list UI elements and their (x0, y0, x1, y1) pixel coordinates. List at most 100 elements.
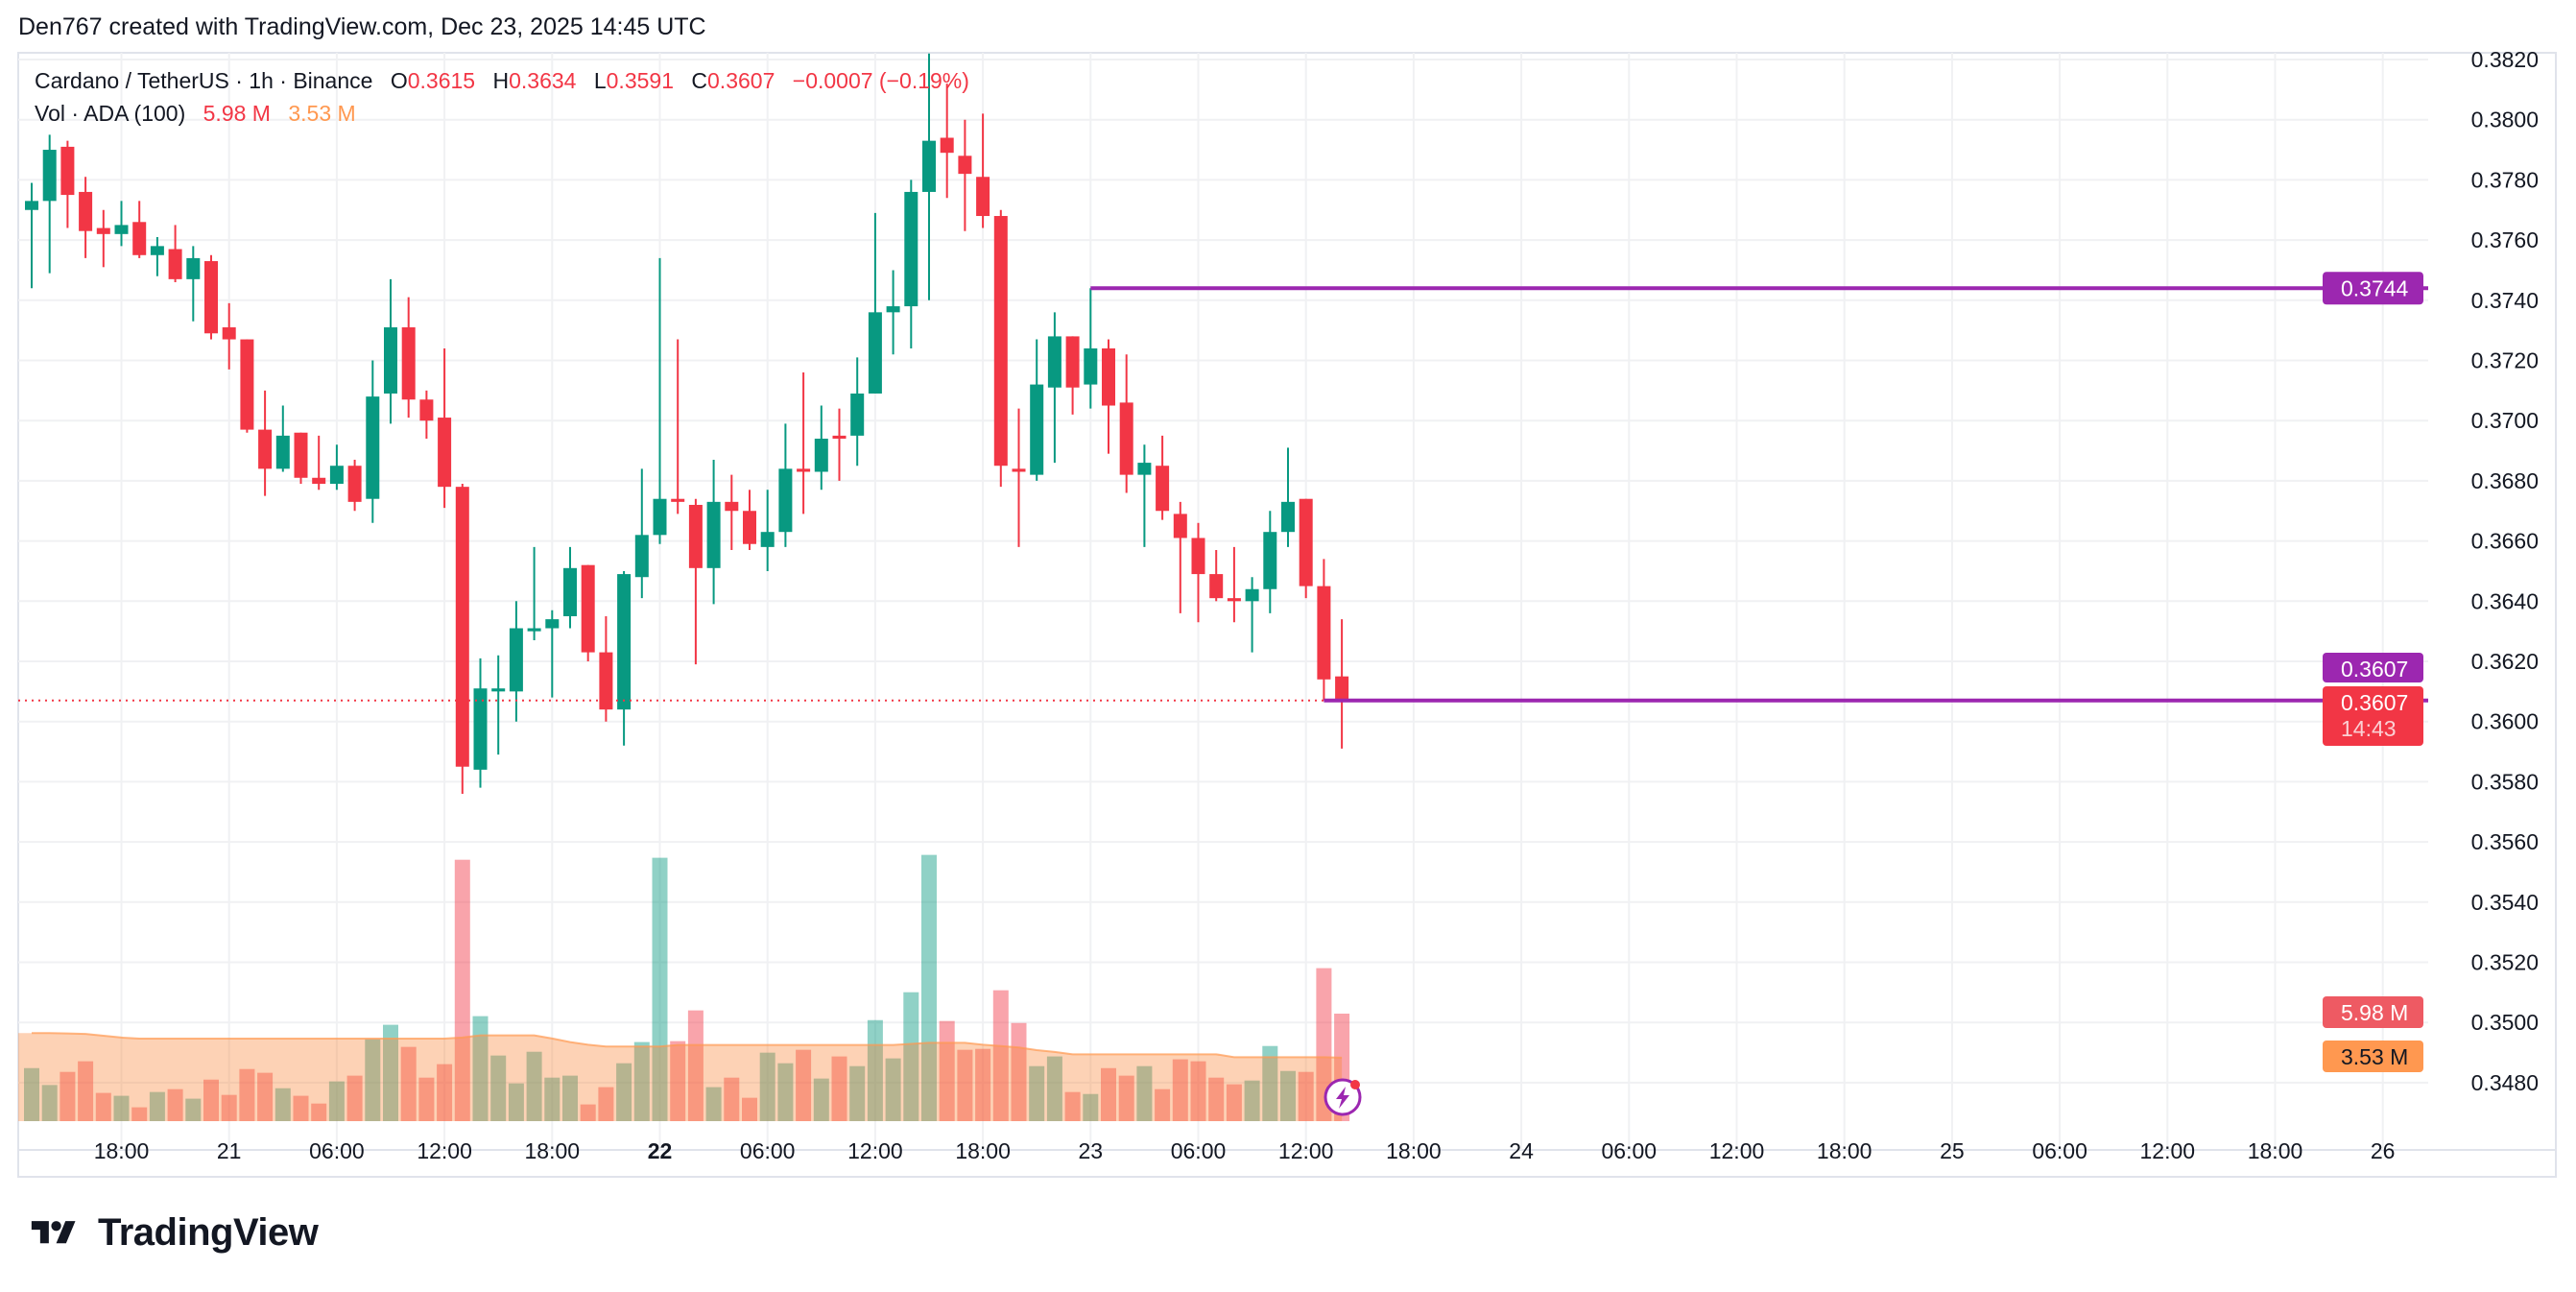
candle[interactable] (419, 390, 434, 440)
volume-bar (742, 1097, 757, 1121)
candle[interactable] (832, 408, 847, 481)
candle[interactable] (527, 546, 541, 641)
candle[interactable] (491, 655, 506, 755)
price-axis[interactable] (2428, 53, 2556, 1177)
candle[interactable] (1084, 288, 1098, 409)
candle[interactable] (1263, 511, 1277, 613)
candle[interactable] (653, 257, 667, 544)
candle-body (814, 439, 828, 472)
candle[interactable] (850, 357, 865, 467)
candle[interactable] (725, 474, 739, 551)
candle[interactable] (1102, 339, 1115, 454)
candle[interactable] (275, 405, 290, 472)
candle[interactable] (96, 209, 110, 268)
candle[interactable] (563, 546, 577, 629)
price-axis-label: 0.3700 (2471, 408, 2539, 433)
candle[interactable] (258, 390, 273, 496)
candle[interactable] (25, 182, 38, 289)
candle[interactable] (797, 372, 811, 514)
time-axis[interactable] (18, 1150, 2428, 1177)
volume-bar (149, 1091, 165, 1121)
symbol-legend[interactable]: Cardano / TetherUS · 1h · Binance O0.361… (35, 68, 969, 94)
candle[interactable] (42, 134, 57, 274)
candle[interactable] (347, 459, 362, 512)
candle[interactable] (1317, 559, 1331, 701)
candle[interactable] (79, 177, 93, 258)
candle[interactable] (240, 339, 254, 433)
candle[interactable] (599, 615, 613, 722)
candle[interactable] (1299, 498, 1313, 599)
symbol-title[interactable]: Cardano / TetherUS · 1h · Binance (35, 68, 373, 93)
open-label: O (390, 68, 408, 93)
candle[interactable] (993, 209, 1008, 488)
candle[interactable] (976, 113, 990, 228)
candle[interactable] (438, 347, 452, 509)
candle[interactable] (366, 360, 380, 523)
candle[interactable] (150, 236, 164, 276)
candles (25, 53, 1349, 794)
candle[interactable] (384, 278, 397, 424)
candle[interactable] (114, 201, 129, 247)
candle[interactable] (204, 254, 218, 340)
candle[interactable] (1245, 577, 1259, 653)
candle[interactable] (1156, 435, 1170, 520)
candle[interactable] (509, 601, 523, 722)
axes: 0.3820 0.3800 0.3780 0.3760 0.3740 0.3720 0.37… (18, 47, 2556, 1177)
candle[interactable] (581, 564, 595, 661)
candle[interactable] (1335, 619, 1349, 749)
candle[interactable] (886, 270, 900, 355)
candle[interactable] (706, 459, 721, 605)
candle[interactable] (814, 405, 828, 490)
candle[interactable] (958, 119, 972, 231)
candle-body (222, 327, 236, 340)
volume-bar (633, 1041, 650, 1121)
candle[interactable] (922, 53, 936, 300)
candle[interactable] (168, 225, 182, 282)
candle[interactable] (1137, 444, 1152, 547)
candle[interactable] (904, 179, 918, 348)
candle[interactable] (1119, 354, 1133, 493)
candle[interactable] (401, 297, 416, 419)
candle[interactable] (688, 498, 703, 665)
candle[interactable] (940, 84, 954, 199)
candle[interactable] (473, 658, 488, 788)
candle[interactable] (1065, 336, 1080, 415)
candle[interactable] (312, 435, 326, 490)
candle[interactable] (743, 490, 756, 551)
volume-title[interactable]: Vol · ADA (100) (35, 101, 186, 126)
candle[interactable] (1191, 522, 1205, 623)
candle[interactable] (617, 570, 632, 746)
candle[interactable] (455, 484, 469, 794)
candle[interactable] (329, 444, 344, 490)
volume-ma-tag: 3.53 M (2323, 1041, 2423, 1072)
time-axis-label: 21 (217, 1138, 242, 1163)
candle[interactable] (1209, 550, 1224, 602)
candle[interactable] (222, 302, 236, 370)
candle[interactable] (778, 423, 793, 547)
time-axis-label: 12:00 (1709, 1138, 1765, 1163)
candle[interactable] (60, 140, 75, 228)
candle[interactable] (1227, 546, 1241, 623)
candle[interactable] (294, 432, 308, 485)
volume-legend[interactable]: Vol · ADA (100) 5.98 M 3.53 M (35, 101, 356, 127)
candle[interactable] (1012, 408, 1026, 547)
candle[interactable] (132, 201, 147, 258)
candle[interactable] (760, 490, 775, 571)
candle[interactable] (671, 339, 685, 514)
candle[interactable] (186, 246, 201, 322)
candle[interactable] (1047, 312, 1061, 464)
line-price-tag-low-text: 0.3607 (2341, 657, 2408, 682)
candle[interactable] (868, 212, 882, 394)
candle-body (653, 498, 667, 536)
candle[interactable] (545, 610, 560, 698)
lightning-icon[interactable] (1324, 1078, 1362, 1116)
candle[interactable] (634, 468, 649, 599)
volume-bar (60, 1071, 76, 1121)
candle[interactable] (1173, 501, 1187, 613)
candle[interactable] (1281, 447, 1295, 547)
price-axis-label: 0.3720 (2471, 348, 2539, 373)
candle[interactable] (1030, 339, 1044, 481)
tradingview-logo[interactable]: TradingView (19, 1211, 319, 1255)
